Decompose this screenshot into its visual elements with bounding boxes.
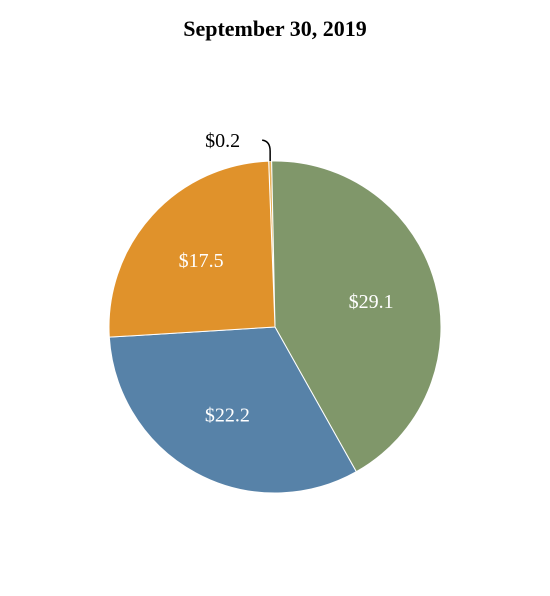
pie-labels: $0.2 $29.1 $22.2 $17.5 (179, 130, 394, 426)
pie-slice-2 (108, 326, 357, 494)
pie-slices (108, 160, 442, 494)
pie-leader-line-0 (262, 139, 271, 162)
pie-slice-label-2: $22.2 (205, 404, 250, 426)
pie-slice-3 (108, 160, 276, 338)
pie-slice-1 (271, 160, 442, 473)
chart-title: September 30, 2019 (183, 16, 367, 41)
pie-slice-label-1: $29.1 (349, 291, 394, 313)
pie-slice-label-0: $0.2 (205, 130, 240, 152)
pie-slice-label-3: $17.5 (179, 250, 224, 272)
